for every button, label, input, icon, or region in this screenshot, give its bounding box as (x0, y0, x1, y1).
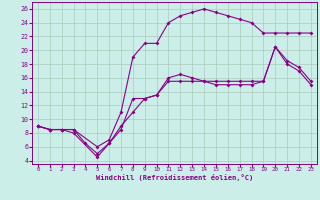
X-axis label: Windchill (Refroidissement éolien,°C): Windchill (Refroidissement éolien,°C) (96, 174, 253, 181)
